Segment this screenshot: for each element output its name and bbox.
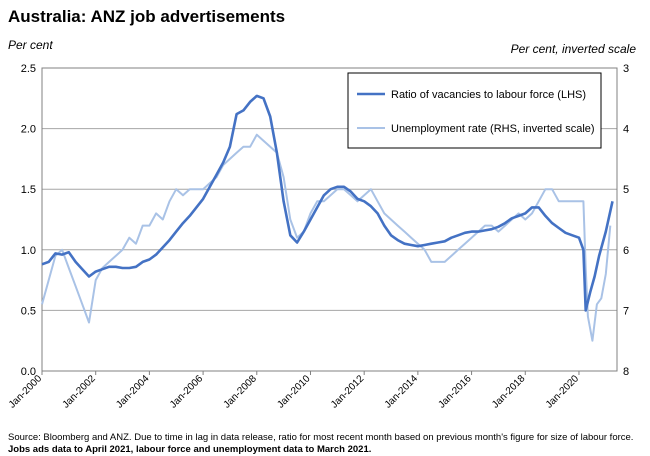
left-tick-label: 0.0: [21, 366, 36, 378]
left-tick-label: 0.5: [21, 305, 36, 317]
left-tick-label: 1.0: [21, 245, 36, 257]
left-axis-unit: Per cent: [8, 38, 53, 52]
x-tick-label: Jan-2014: [383, 373, 421, 411]
right-tick-label: 6: [623, 245, 629, 257]
plot-frame: [41, 67, 618, 372]
right-tick-label: 8: [623, 366, 629, 378]
left-tick-label: 2.5: [21, 63, 36, 75]
x-tick-label: Jan-2016: [436, 373, 474, 411]
x-tick-label: Jan-2008: [222, 373, 260, 411]
series-ratio-line: [41, 94, 614, 312]
source-note-text: Source: Bloomberg and ANZ. Due to time i…: [8, 432, 634, 443]
left-tick-label: 2.0: [21, 124, 36, 136]
legend-label-ratio: Ratio of vacancies to labour force (LHS): [391, 89, 586, 101]
right-tick-label: 3: [623, 63, 629, 75]
series-unemployment-line: [41, 133, 612, 342]
legend-box: [347, 72, 602, 149]
right-axis-ticks: 8 7 6 5 4 3: [623, 63, 629, 378]
x-tick-label: Jan-2004: [114, 373, 152, 411]
right-tick-label: 7: [623, 305, 629, 317]
chart-title: Australia: ANZ job advertisements: [8, 7, 285, 26]
gridlines: [42, 128, 617, 311]
legend-label-unemployment: Unemployment rate (RHS, inverted scale): [391, 123, 595, 135]
x-tick-label: Jan-2020: [544, 373, 582, 411]
x-tick-label: Jan-2002: [61, 373, 99, 411]
x-tick-label: Jan-2018: [490, 373, 528, 411]
x-tick-label: Jan-2000: [7, 373, 45, 411]
legend: Ratio of vacancies to labour force (LHS)…: [347, 72, 602, 149]
x-tick-label: Jan-2012: [329, 373, 367, 411]
source-note: Source: Bloomberg and ANZ. Due to time i…: [8, 432, 644, 456]
left-axis-ticks: 0.0 0.5 1.0 1.5 2.0 2.5: [21, 63, 36, 378]
right-axis-unit: Per cent, inverted scale: [511, 42, 637, 56]
x-tick-label: Jan-2010: [275, 373, 313, 411]
x-tick-label: Jan-2006: [168, 373, 206, 411]
source-note-bold: Jobs ads data to April 2021, labour forc…: [8, 444, 372, 455]
x-axis-ticks: Jan-2000 Jan-2002 Jan-2004 Jan-2006 Jan-2008…: [7, 371, 582, 411]
right-tick-label: 4: [623, 124, 629, 136]
left-tick-label: 1.5: [21, 184, 36, 196]
right-tick-label: 5: [623, 184, 629, 196]
